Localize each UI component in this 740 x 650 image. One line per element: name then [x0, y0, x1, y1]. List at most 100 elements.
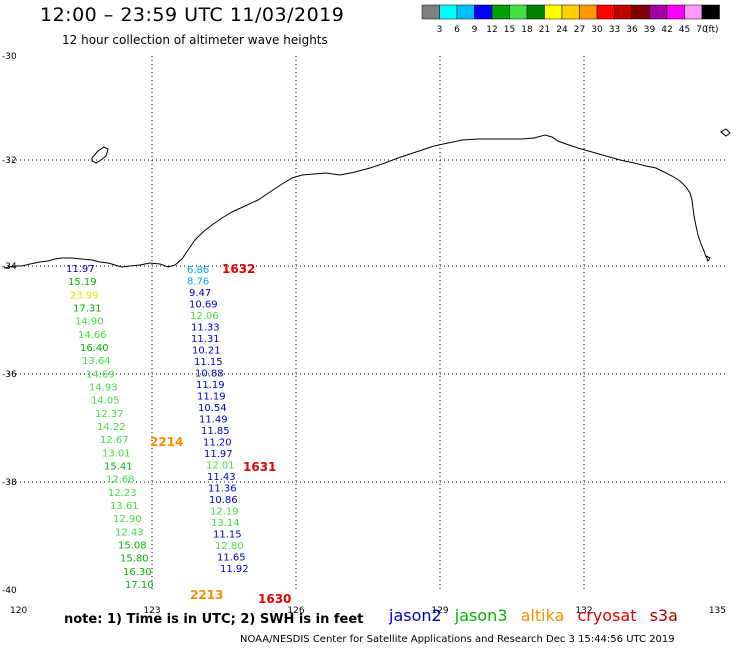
wave-height-value: 13.14 [211, 518, 240, 529]
wave-height-value: 14.69 [86, 369, 115, 380]
wave-height-value: 15.80 [120, 554, 149, 565]
colorbar-label: 3 [437, 25, 443, 35]
colorbar-label: 24 [556, 25, 568, 35]
lat-tick-label: -38 [2, 478, 17, 488]
wave-height-value: 13.01 [102, 448, 131, 459]
island [91, 146, 109, 164]
colorbar-label: 18 [521, 25, 533, 35]
wave-height-value: 14.93 [89, 383, 118, 394]
wave-height-value: 12.43 [115, 527, 144, 538]
observations-layer: 11.97 15.19 23.99 17.31 14.90 14.66 16.40 13.64… [66, 262, 291, 606]
wave-height-value: 11.19 [197, 392, 226, 403]
wave-height-value: 15.19 [68, 277, 97, 288]
wave-height-value: 11.33 [191, 323, 220, 334]
wave-height-value: 12.06 [190, 311, 219, 322]
colorbar-label: 12 [486, 25, 497, 35]
wave-height-value: 11.15 [213, 530, 242, 541]
wave-height-value: 17.31 [73, 304, 102, 315]
wave-height-value: 11.92 [220, 564, 249, 575]
satellite-legend: jason2 jason3 altika cryosat s3a [389, 606, 686, 625]
wave-height-value: 11.19 [196, 380, 225, 391]
wave-height-value: 11.49 [199, 415, 228, 426]
wave-height-value: 10.69 [189, 300, 218, 311]
credit-line: NOAA/NESDIS Center for Satellite Applica… [240, 634, 675, 645]
pass-time-label: 1630 [258, 592, 291, 606]
colorbar-unit: (ft) [705, 25, 719, 35]
wave-height-value: 14.90 [75, 317, 104, 328]
legend-altika: altika [520, 606, 565, 625]
wave-height-value: 10.21 [192, 346, 221, 357]
pass-time-label: 1632 [222, 262, 255, 276]
colorbar-label: 45 [679, 25, 690, 35]
wave-height-value: 16.40 [80, 343, 109, 354]
footnote: note: 1) Time is in UTC; 2) SWH is in fe… [64, 612, 364, 627]
wave-height-value: 8.76 [187, 277, 209, 288]
wave-height-value: 12.90 [113, 514, 142, 525]
wave-height-value: 11.97 [66, 264, 95, 275]
legend-jason3: jason3 [454, 606, 508, 625]
colorbar-label: 15 [504, 25, 515, 35]
wave-height-value: 11.20 [203, 438, 232, 449]
island [705, 254, 711, 263]
colorbar-label: 33 [609, 25, 620, 35]
legend-s3a: s3a [649, 606, 678, 625]
chart-subtitle: 12 hour collection of altimeter wave hei… [62, 33, 328, 47]
wave-height-value: 12.19 [210, 507, 239, 518]
wave-height-value: 11.31 [191, 334, 220, 345]
wave-height-value: 12.01 [206, 461, 235, 472]
wave-height-value: 11.36 [208, 484, 237, 495]
wave-height-value: 11.15 [194, 357, 223, 368]
pass-time-label: 1631 [243, 460, 276, 474]
legend-cryosat: cryosat [577, 606, 637, 625]
wave-height-value: 11.65 [217, 553, 246, 564]
colorbar-label: 36 [626, 25, 638, 35]
pass-time-label: 2214 [150, 435, 183, 449]
wave-height-value: 10.88 [195, 369, 224, 380]
lon-tick-label: 126 [287, 606, 304, 616]
wave-height-value: 12.37 [95, 409, 124, 420]
wave-height-value: 12.68 [106, 475, 135, 486]
lat-tick-label: -36 [2, 370, 17, 380]
wave-height-value: 6.86 [187, 265, 209, 276]
wave-height-value: 11.43 [207, 472, 236, 483]
lat-tick-label: -30 [2, 52, 17, 62]
colorbar-label: 70 [696, 25, 708, 35]
colorbar-swatch [701, 4, 720, 20]
wave-height-value: 12.80 [215, 541, 244, 552]
colorbar-label: 9 [472, 25, 478, 35]
wave-height-value: 11.85 [201, 426, 230, 437]
colorbar-label: 6 [454, 25, 460, 35]
wave-height-value: 15.41 [104, 462, 133, 473]
wave-height-value: 10.54 [198, 403, 227, 414]
colorbar-label: 42 [661, 25, 672, 35]
wave-height-value: 9.47 [189, 288, 211, 299]
lon-tick-label: 135 [709, 606, 726, 616]
wave-height-value: 13.61 [110, 501, 139, 512]
lon-tick-label: 120 [10, 606, 27, 616]
wave-height-value: 12.23 [108, 488, 137, 499]
wave-height-value: 14.22 [97, 422, 126, 433]
pass-time-label: 2213 [190, 588, 223, 602]
lat-tick-label: -32 [2, 156, 17, 166]
wave-height-value: 14.05 [91, 396, 120, 407]
island [720, 128, 731, 137]
colorbar-label: 21 [539, 25, 550, 35]
colorbar-label: 30 [591, 25, 603, 35]
lon-tick-label: 132 [575, 606, 592, 616]
wave-height-value: 17.10 [125, 580, 154, 591]
legend-jason2: jason2 [389, 606, 442, 625]
wave-height-value: 10.86 [209, 495, 238, 506]
wave-height-value: 15.08 [118, 541, 147, 552]
lon-tick-label: 123 [143, 606, 160, 616]
colorbar-label: 39 [644, 25, 656, 35]
wave-height-value: 12.67 [100, 435, 129, 446]
wave-height-value: 11.97 [204, 449, 233, 460]
wave-height-value: 13.64 [82, 356, 111, 367]
lon-tick-label: 129 [431, 606, 448, 616]
wave-height-value: 23.99 [70, 290, 99, 301]
colorbar-label: 27 [574, 25, 585, 35]
wave-height-value: 14.66 [78, 330, 107, 341]
coastline [3, 134, 707, 269]
lat-lon-grid: 120 123 126 129 132 135-30-32-34-36-38-40 [2, 52, 728, 616]
